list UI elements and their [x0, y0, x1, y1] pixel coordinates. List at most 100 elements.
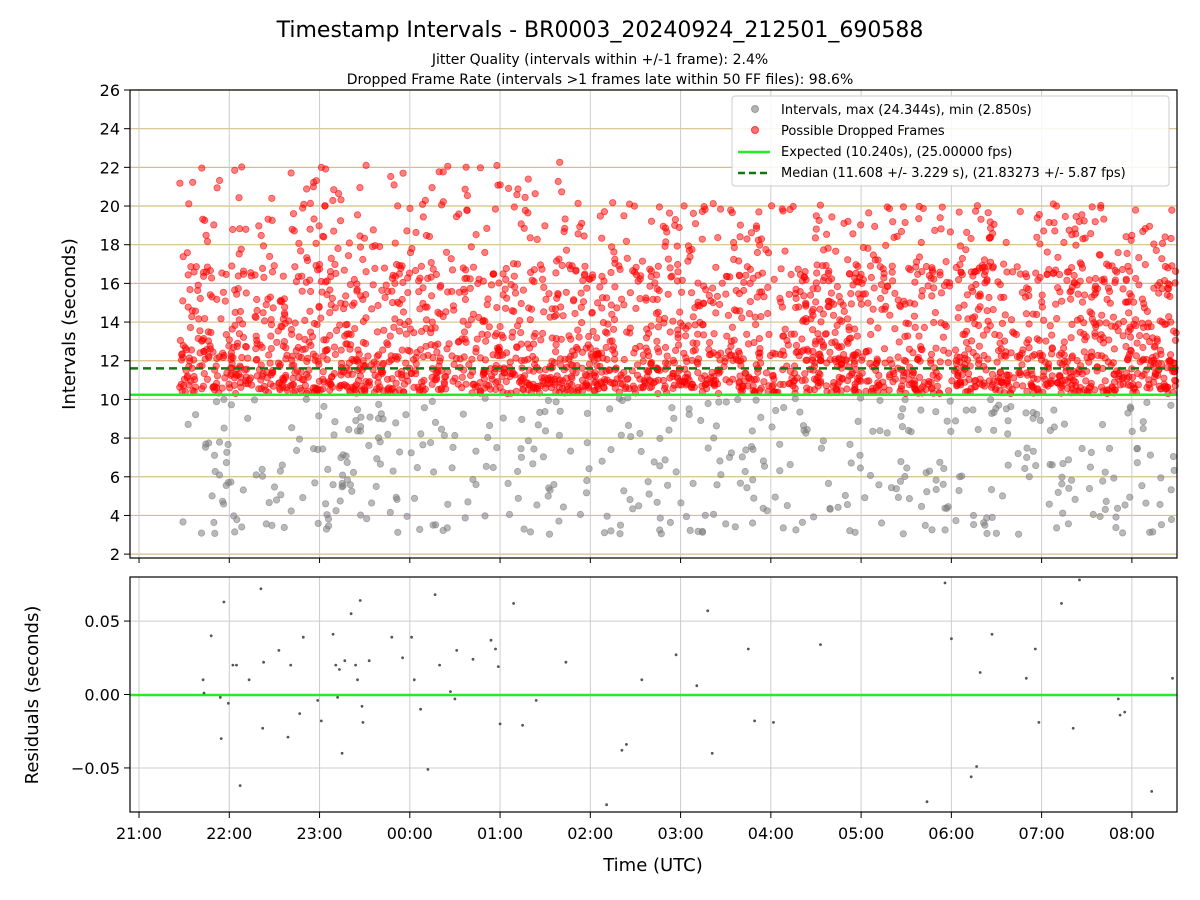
- dropped-frame-point: [993, 358, 1001, 366]
- dropped-frame-point: [460, 353, 468, 361]
- dropped-frame-point: [1097, 204, 1105, 212]
- dropped-frame-point: [1124, 353, 1133, 361]
- interval-point: [541, 427, 550, 435]
- dropped-frame-point: [562, 246, 571, 254]
- dropped-frame-point: [1152, 246, 1160, 254]
- dropped-frame-point: [331, 350, 339, 359]
- dropped-frame-point: [1101, 377, 1109, 385]
- residual-point: [674, 653, 678, 657]
- dropped-frame-point: [1003, 371, 1011, 379]
- interval-point: [323, 511, 331, 519]
- dropped-frame-point: [252, 332, 260, 340]
- dropped-frame-point: [461, 288, 469, 296]
- dropped-frame-point: [661, 242, 669, 250]
- dropped-frame-point: [228, 325, 236, 333]
- dropped-frame-point: [996, 374, 1005, 382]
- dropped-frame-point: [221, 374, 229, 382]
- residual-point: [202, 691, 206, 695]
- dropped-frame-point: [792, 303, 800, 312]
- dropped-frame-point: [1040, 227, 1048, 235]
- dropped-frame-point: [1019, 346, 1027, 354]
- dropped-frame-point: [777, 265, 785, 273]
- interval-point: [983, 529, 991, 538]
- interval-point: [429, 468, 438, 476]
- residual-point: [772, 721, 775, 724]
- dropped-frame-point: [1164, 280, 1172, 288]
- dropped-frame-point: [715, 300, 724, 309]
- interval-point: [741, 467, 749, 476]
- dropped-frame-point: [368, 305, 376, 313]
- dropped-frame-point: [586, 344, 594, 352]
- dropped-frame-point: [814, 330, 822, 338]
- dropped-frame-point: [360, 234, 368, 242]
- chart-subtitle-dropped: Dropped Frame Rate (intervals >1 frames …: [347, 72, 854, 88]
- dropped-frame-point: [1028, 383, 1036, 391]
- dropped-frame-point: [579, 276, 587, 285]
- dropped-frame-point: [404, 288, 412, 297]
- dropped-frame-point: [901, 332, 909, 341]
- interval-point: [252, 471, 260, 479]
- dropped-frame-point: [364, 352, 372, 360]
- interval-point: [192, 411, 200, 419]
- dropped-frame-point: [819, 246, 828, 254]
- dropped-frame-point: [458, 384, 466, 392]
- dropped-frame-point: [384, 287, 392, 296]
- dropped-frame-point: [874, 324, 882, 332]
- residual-point: [819, 643, 822, 646]
- dropped-frame-point: [793, 348, 802, 356]
- x-tick-label: 22:00: [206, 824, 252, 843]
- dropped-frame-point: [1012, 330, 1021, 339]
- interval-point: [1085, 484, 1094, 493]
- interval-point: [826, 505, 834, 513]
- interval-point: [969, 511, 978, 520]
- dropped-frame-point: [1145, 376, 1153, 384]
- dropped-frame-point: [199, 382, 207, 390]
- residual-point: [1060, 602, 1063, 605]
- dropped-frame-point: [764, 283, 772, 291]
- dropped-frame-point: [609, 325, 618, 333]
- interval-point: [624, 421, 633, 429]
- dropped-frame-point: [493, 161, 501, 170]
- dropped-frame-point: [651, 279, 659, 287]
- interval-point: [220, 395, 228, 403]
- dropped-frame-point: [804, 347, 812, 355]
- interval-point: [299, 493, 307, 502]
- dropped-frame-point: [484, 295, 492, 303]
- dropped-frame-point: [472, 348, 480, 356]
- interval-point: [686, 526, 694, 535]
- dropped-frame-point: [1168, 206, 1176, 214]
- dropped-frame-point: [399, 278, 407, 287]
- interval-point: [583, 439, 591, 447]
- dropped-frame-point: [654, 323, 663, 331]
- dropped-frame-point: [625, 200, 634, 208]
- dropped-frame-point: [538, 329, 547, 337]
- dropped-frame-point: [1033, 233, 1041, 241]
- dropped-frame-point: [867, 330, 875, 339]
- dropped-frame-point: [1139, 343, 1147, 352]
- interval-point: [783, 501, 791, 510]
- dropped-frame-point: [196, 294, 204, 303]
- dropped-frame-point: [201, 355, 209, 363]
- dropped-frame-point: [300, 376, 308, 384]
- dropped-frame-point: [310, 215, 318, 223]
- dropped-frame-point: [669, 384, 677, 392]
- interval-point: [230, 512, 238, 520]
- interval-point: [682, 512, 691, 521]
- interval-point: [791, 394, 799, 403]
- dropped-frame-point: [1072, 241, 1080, 249]
- dropped-frame-point: [854, 290, 863, 298]
- dropped-frame-point: [417, 262, 425, 270]
- interval-point: [367, 499, 376, 507]
- dropped-frame-point: [970, 268, 979, 276]
- dropped-frame-point: [330, 369, 338, 378]
- dropped-frame-point: [915, 215, 923, 223]
- dropped-frame-point: [622, 237, 631, 245]
- dropped-frame-point: [1108, 322, 1116, 330]
- dropped-frame-point: [231, 166, 239, 174]
- dropped-frame-point: [753, 248, 762, 257]
- dropped-frame-point: [967, 337, 976, 345]
- dropped-frame-point: [362, 268, 370, 276]
- interval-point: [653, 498, 661, 506]
- dropped-frame-point: [1018, 288, 1027, 297]
- dropped-frame-point: [1073, 356, 1081, 365]
